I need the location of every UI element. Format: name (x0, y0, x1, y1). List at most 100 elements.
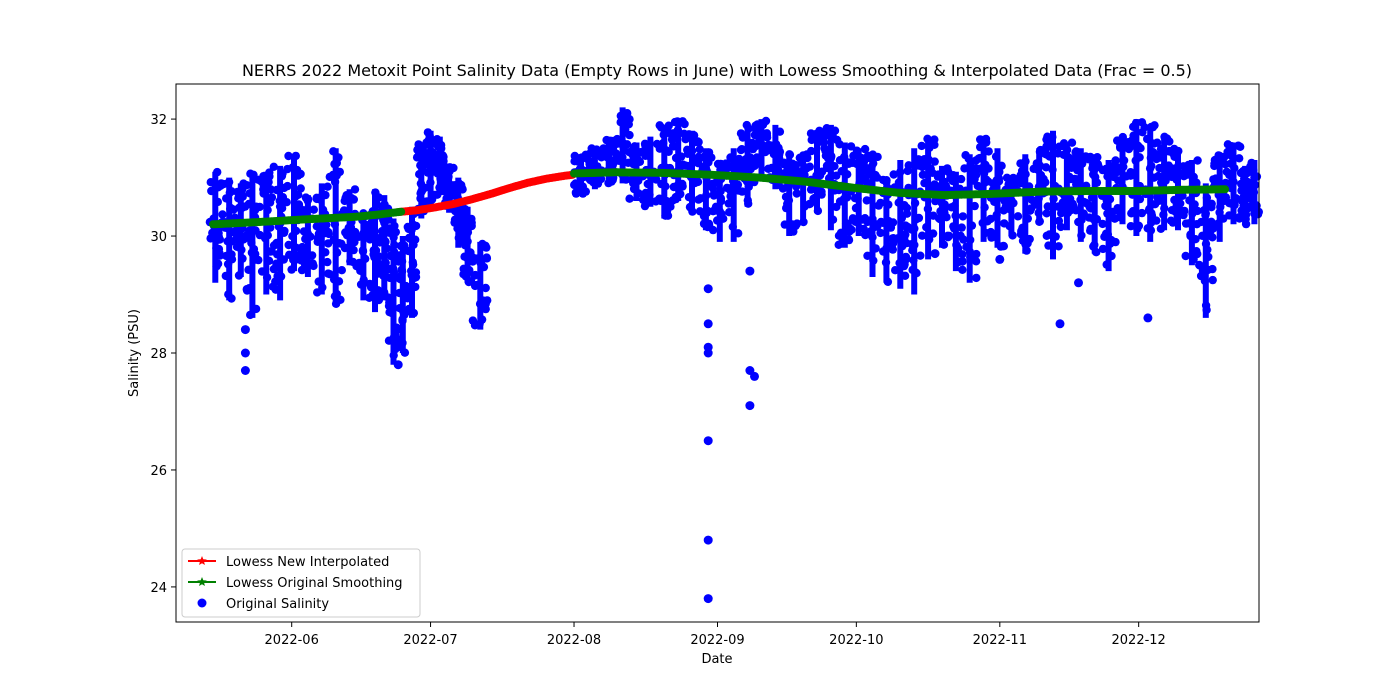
x-tick-label: 2022-07 (403, 633, 457, 648)
salinity-point (269, 264, 279, 274)
salinity-point (596, 174, 606, 184)
salinity-point (916, 251, 925, 260)
salinity-point (887, 243, 896, 252)
salinity-point (930, 140, 939, 149)
salinity-point (337, 266, 346, 275)
salinity-point (709, 191, 719, 200)
salinity-outlier (393, 360, 403, 370)
salinity-point (848, 214, 858, 223)
series-lowess-smoothing (209, 168, 1230, 229)
legend-star-marker (197, 577, 207, 586)
x-tick-label: 2022-11 (973, 633, 1027, 648)
salinity-point (971, 257, 981, 266)
salinity-point (958, 212, 968, 221)
salinity-outlier (745, 266, 755, 276)
salinity-point (1126, 171, 1135, 180)
salinity-point (324, 229, 333, 239)
legend-star-marker (197, 556, 207, 565)
salinity-point (958, 265, 967, 274)
y-tick-label: 30 (150, 230, 167, 245)
x-tick-label: 2022-06 (265, 633, 319, 648)
salinity-point (613, 134, 622, 144)
plot-area (205, 107, 1264, 604)
salinity-point (889, 170, 898, 179)
salinity-point (959, 235, 968, 244)
legend-box (181, 548, 421, 618)
salinity-point (481, 283, 490, 293)
salinity-point (876, 228, 885, 238)
salinity-outlier (240, 348, 250, 358)
x-tick-label: 2022-10 (829, 633, 883, 648)
salinity-point (680, 119, 689, 129)
salinity-point (901, 252, 911, 262)
salinity-point (1207, 203, 1216, 212)
salinity-point (668, 196, 677, 205)
x-axis-label: Date (701, 652, 732, 667)
salinity-point (930, 157, 939, 166)
salinity-point (723, 160, 733, 170)
salinity-point (806, 185, 816, 194)
legend-entry: Lowess Original Smoothing (188, 576, 403, 591)
salinity-point (849, 151, 858, 160)
salinity-outlier (1055, 319, 1065, 329)
salinity-point (834, 240, 843, 249)
y-tick-label: 24 (150, 581, 167, 596)
salinity-point (972, 249, 981, 259)
line-path (397, 171, 575, 216)
salinity-point (807, 146, 816, 156)
salinity-point (1223, 147, 1232, 157)
y-axis: 24 26 28 30 32 (150, 113, 176, 596)
salinity-point (750, 161, 759, 171)
salinity-point (957, 223, 966, 232)
line-path (573, 169, 1227, 199)
salinity-point (917, 141, 926, 151)
salinity-point (219, 179, 228, 189)
salinity-point (1193, 156, 1202, 165)
salinity-point (639, 146, 649, 156)
chart-title: NERRS 2022 Metoxit Point Salinity Data (… (242, 61, 1192, 80)
salinity-point (694, 137, 703, 147)
salinity-point (1043, 202, 1053, 211)
salinity-point (708, 225, 718, 235)
salinity-point (1111, 237, 1120, 247)
salinity-point (269, 241, 279, 250)
legend-dot (197, 598, 207, 608)
salinity-outlier (750, 371, 759, 381)
salinity-outlier (703, 594, 713, 604)
salinity-point (1236, 142, 1245, 151)
series-original-salinity (205, 107, 1264, 604)
salinity-point (242, 181, 251, 190)
salinity-point (1179, 210, 1188, 220)
salinity-point (737, 187, 747, 196)
salinity-point (876, 198, 885, 208)
salinity-point (1071, 148, 1080, 157)
salinity-point (1068, 199, 1077, 208)
salinity-point (1042, 209, 1051, 218)
salinity-point (350, 185, 360, 194)
salinity-outlier (240, 325, 250, 335)
salinity-point (1181, 251, 1190, 261)
salinity-point (1042, 231, 1052, 240)
salinity-point (470, 281, 480, 291)
salinity-point (834, 231, 844, 240)
salinity-point (956, 174, 966, 184)
salinity-point (1235, 154, 1244, 163)
salinity-outlier (703, 284, 713, 294)
salinity-point (668, 141, 678, 150)
salinity-point (835, 140, 844, 149)
salinity-point (1098, 219, 1107, 229)
salinity-point (762, 131, 772, 140)
legend-entry: Original Salinity (197, 597, 329, 612)
salinity-point (309, 261, 318, 271)
salinity-point (1154, 171, 1163, 181)
salinity-point (778, 184, 788, 193)
salinity-point (269, 162, 278, 171)
salinity-point (323, 182, 332, 191)
salinity-point (1041, 163, 1051, 172)
salinity-point (807, 135, 816, 145)
salinity-outlier (240, 366, 250, 375)
salinity-point (1208, 275, 1217, 285)
salinity-point (792, 189, 801, 198)
salinity-point (973, 181, 982, 191)
salinity-point (296, 184, 305, 193)
